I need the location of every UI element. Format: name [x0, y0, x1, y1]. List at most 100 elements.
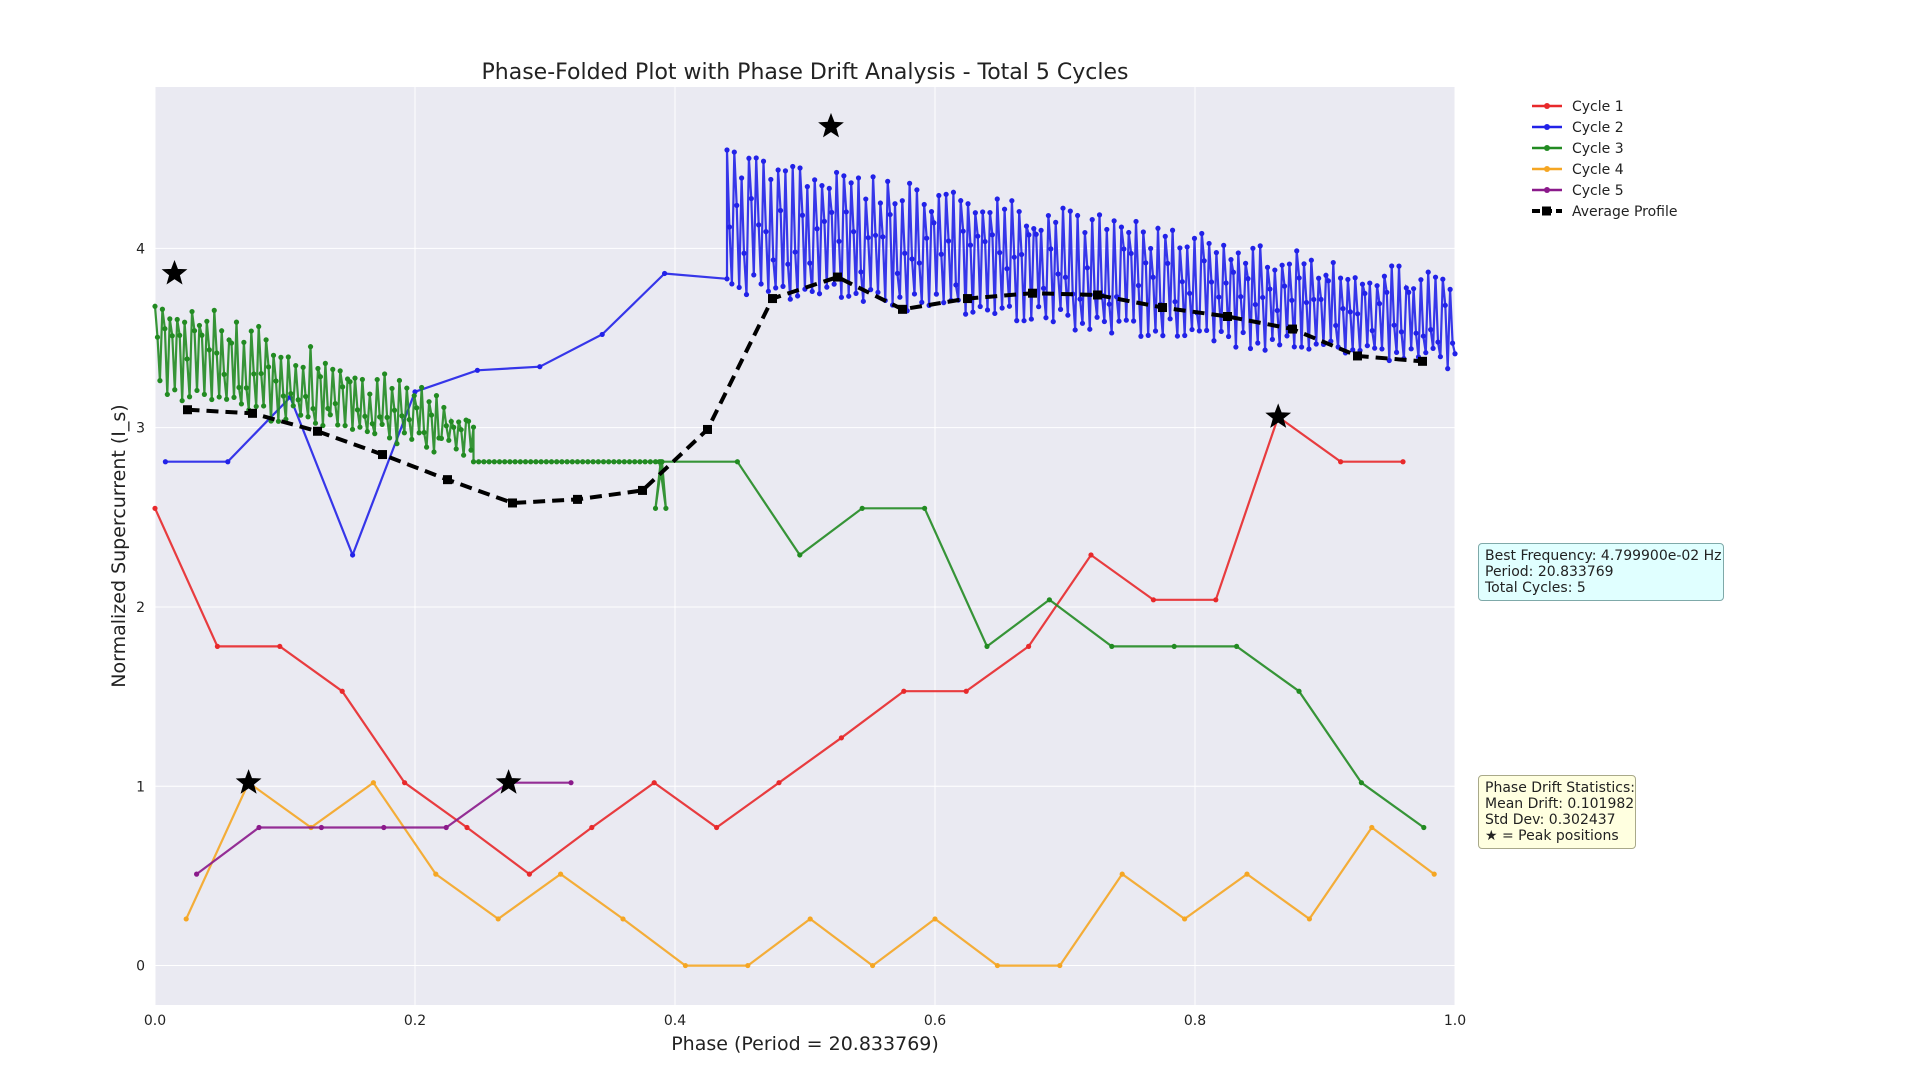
cycle-3-point: [606, 459, 612, 465]
cycle-2-point: [907, 180, 913, 186]
cycle-2-point: [972, 210, 978, 216]
cycle-4-point: [1182, 916, 1188, 922]
cycle-2-point: [928, 209, 935, 215]
cycle-3-point: [421, 429, 427, 436]
cycle-3-point: [154, 334, 161, 340]
cycle-3-point: [265, 364, 272, 370]
cycle-3-point: [312, 420, 319, 426]
cycle-2-point: [1355, 311, 1361, 317]
cycle-3-point: [401, 430, 407, 436]
cycle-3-point: [231, 394, 237, 400]
cycle-2-point: [1189, 326, 1195, 333]
cycle-2-point: [1089, 217, 1095, 223]
cycle-3-point: [288, 390, 294, 397]
y-axis-ticks: 0 1 2 3 4: [136, 241, 145, 974]
cycle-1-point: [714, 824, 720, 831]
cycle-2-point: [984, 307, 991, 313]
cycle-3-point: [258, 370, 264, 377]
cycle-3-point: [315, 365, 321, 372]
cycle-2-point: [819, 183, 825, 189]
cycle-4-point: [433, 871, 439, 877]
cycle-3-point: [293, 362, 299, 369]
cycle-2-point: [770, 257, 776, 263]
cycle-3-point: [443, 423, 449, 429]
cycle-2-point: [1026, 232, 1032, 238]
cycle-3-point: [404, 385, 410, 391]
cycle-2-point: [1267, 286, 1273, 292]
cycle-3-point: [409, 436, 415, 442]
cycle-2-point: [821, 218, 827, 224]
cycle-1-point: [651, 780, 657, 786]
cycle-3-point: [458, 427, 464, 433]
cycle-3-point: [330, 366, 336, 372]
cycle-2-point: [992, 310, 998, 317]
cycle-2-point: [1240, 329, 1246, 336]
cycle-3-point: [362, 413, 368, 419]
cycle-3-point: [1109, 643, 1115, 650]
cycle-2-point: [1264, 264, 1271, 270]
cycle-2-point: [724, 276, 730, 282]
cycle-2-point: [1131, 318, 1137, 324]
cycle-2-point: [836, 238, 842, 244]
cycle-2-point: [1077, 296, 1083, 302]
cycle-2-point: [792, 249, 798, 255]
legend-marker-cycle-4: [1544, 166, 1550, 172]
cycle-3-point: [332, 400, 338, 407]
cycle-2-point: [916, 260, 922, 266]
cycle-2-point: [1055, 271, 1061, 277]
average-profile-point: [313, 426, 322, 436]
cycle-3-point: [419, 384, 425, 391]
cycle-2-point: [1374, 283, 1380, 289]
y-tick-label: 0: [136, 959, 145, 975]
cycle-2-point: [1075, 212, 1081, 219]
cycle-2-point: [814, 226, 820, 232]
cycle-2-point: [892, 201, 898, 207]
cycle-2-point: [831, 281, 837, 287]
y-tick-label: 3: [136, 421, 145, 437]
cycle-2-point: [1260, 294, 1266, 301]
cycle-3-point: [590, 459, 596, 465]
cycle-3-point: [528, 459, 534, 465]
cycle-2-point: [921, 201, 927, 208]
cycle-3-point: [585, 459, 591, 465]
cycle-2-point: [1440, 276, 1446, 282]
cycle-3-point: [543, 459, 549, 465]
cycle-2-point: [1233, 344, 1239, 350]
cycle-3-point: [261, 403, 267, 409]
cycle-5-point: [443, 824, 449, 831]
cycle-4-point: [870, 962, 876, 969]
cycle-1-point: [214, 643, 220, 650]
cycle-3-point: [502, 459, 508, 465]
cycle-3-point: [199, 332, 205, 338]
cycle-3-point: [243, 385, 249, 391]
cycle-2-point: [1045, 212, 1051, 219]
cycle-2-point: [1062, 274, 1069, 280]
cycle-2-point: [1050, 319, 1056, 325]
average-profile-point: [1418, 356, 1427, 366]
cycle-5-point: [318, 824, 324, 831]
cycle-3-point: [322, 360, 328, 366]
cycle-2-point: [987, 209, 993, 216]
cycle-3-point: [411, 393, 417, 399]
cycle-3-point: [470, 424, 477, 430]
cycle-2-point: [765, 288, 771, 294]
x-axis-ticks: 0.0 0.2 0.4 0.6 0.8 1.0: [144, 1013, 1466, 1029]
cycle-3-point: [317, 374, 324, 380]
cycle-2-point: [1330, 259, 1336, 266]
cycle-2-point: [1243, 260, 1249, 266]
cycle-2-point: [1250, 245, 1256, 251]
cycle-3-point: [734, 459, 741, 465]
cycle-2-point: [1449, 340, 1456, 346]
cycle-2-point: [833, 169, 840, 176]
cycle-3-point: [325, 405, 331, 412]
cycle-2-point: [1053, 219, 1059, 225]
cycle-2-point: [1106, 301, 1112, 307]
cycle-3-point: [236, 384, 242, 391]
legend-label-average-profile: Average Profile: [1572, 204, 1677, 220]
cycle-2-point: [846, 293, 852, 299]
cycle-2-point: [1225, 333, 1232, 340]
cycle-2-point: [812, 177, 818, 183]
cycle-2-point: [799, 212, 806, 218]
cycle-3-point: [359, 376, 365, 383]
cycle-2-point: [875, 289, 881, 295]
